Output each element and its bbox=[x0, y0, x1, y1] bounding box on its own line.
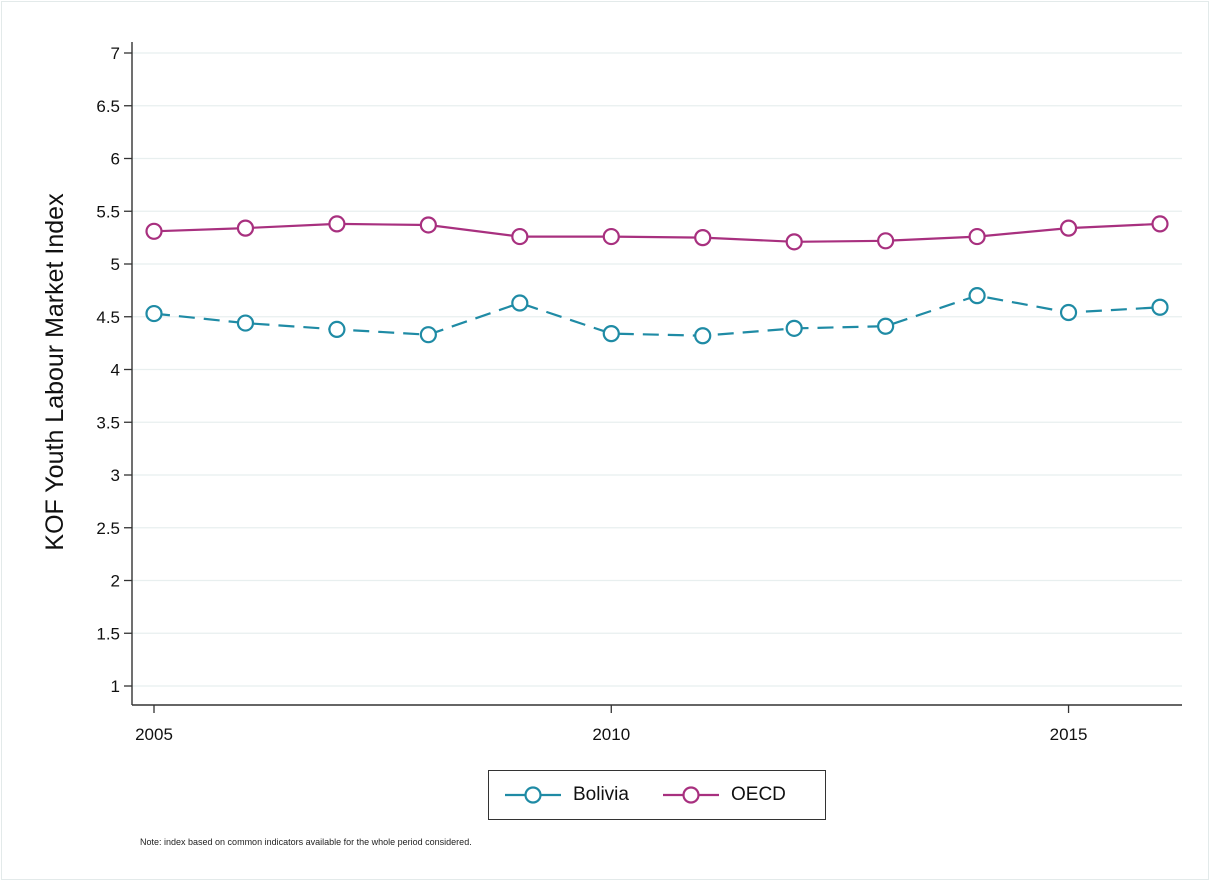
data-point-oecd bbox=[1059, 219, 1078, 237]
data-point-oecd bbox=[602, 227, 620, 246]
data-point-bolivia bbox=[236, 314, 255, 332]
x-axis-ticks: 2005 2010 2015 bbox=[135, 705, 1087, 744]
legend-item-bolivia: Bolivia bbox=[503, 771, 629, 819]
data-point-bolivia bbox=[785, 319, 803, 337]
data-point-oecd bbox=[877, 232, 895, 250]
series-layer bbox=[145, 215, 1169, 345]
y-tick-label: 3.5 bbox=[96, 413, 120, 432]
y-tick-label: 2 bbox=[111, 572, 120, 591]
legend-item-oecd: OECD bbox=[661, 771, 786, 819]
y-axis-ticks: 1 1.5 2 2.5 3 3.5 4 4.5 5 5.5 6 6.5 7 bbox=[96, 44, 132, 696]
data-point-oecd bbox=[785, 233, 803, 251]
data-point-bolivia bbox=[328, 320, 346, 339]
data-point-bolivia bbox=[694, 327, 712, 345]
y-tick-label: 4.5 bbox=[96, 308, 120, 327]
legend-label-bolivia: Bolivia bbox=[573, 784, 629, 805]
x-tick-label: 2010 bbox=[592, 725, 630, 744]
y-tick-label: 5.5 bbox=[96, 202, 120, 221]
legend-swatch-oecd-icon bbox=[663, 786, 719, 804]
legend-label-oecd: OECD bbox=[731, 784, 786, 805]
y-tick-label: 6.5 bbox=[96, 97, 120, 116]
data-point-oecd bbox=[236, 219, 255, 237]
chart-note: Note: index based on common indicators a… bbox=[140, 837, 472, 847]
data-point-oecd bbox=[419, 216, 437, 234]
data-point-oecd bbox=[694, 229, 712, 247]
line-chart: 1 1.5 2 2.5 3 3.5 4 4.5 5 5.5 6 6.5 7 2005 2010 2015 K… bbox=[41, 42, 1182, 744]
legend-swatch-marker bbox=[682, 786, 700, 804]
x-tick-label: 2015 bbox=[1050, 725, 1088, 744]
y-tick-label: 2.5 bbox=[96, 519, 120, 538]
y-tick-label: 3 bbox=[111, 466, 120, 485]
y-axis-label: KOF Youth Labour Market Index bbox=[41, 193, 69, 551]
data-point-bolivia bbox=[968, 287, 986, 305]
series-line-bolivia bbox=[153, 294, 1161, 337]
data-point-bolivia bbox=[1059, 303, 1078, 322]
series-line-oecd bbox=[153, 222, 1161, 243]
data-point-oecd bbox=[1151, 215, 1169, 233]
y-tick-label: 5 bbox=[111, 255, 120, 274]
y-tick-label: 1 bbox=[111, 677, 120, 696]
data-point-bolivia bbox=[145, 304, 163, 323]
legend-swatch-marker bbox=[524, 786, 542, 804]
legend: Bolivia OECD bbox=[488, 770, 826, 820]
data-point-bolivia bbox=[1151, 298, 1169, 316]
data-point-oecd bbox=[968, 227, 986, 246]
data-point-bolivia bbox=[602, 325, 620, 343]
x-tick-label: 2005 bbox=[135, 725, 173, 744]
data-point-bolivia bbox=[877, 317, 895, 335]
legend-swatch-bolivia-icon bbox=[505, 786, 561, 804]
gridlines bbox=[132, 52, 1182, 687]
data-point-bolivia bbox=[419, 326, 437, 344]
y-tick-label: 4 bbox=[111, 361, 120, 380]
y-tick-label: 7 bbox=[111, 44, 120, 63]
data-point-oecd bbox=[511, 227, 529, 246]
y-tick-label: 6 bbox=[111, 150, 120, 169]
data-point-bolivia bbox=[511, 294, 529, 312]
data-point-oecd bbox=[145, 222, 163, 240]
data-point-oecd bbox=[328, 215, 346, 233]
axes bbox=[131, 42, 1182, 706]
y-tick-label: 1.5 bbox=[96, 624, 120, 643]
